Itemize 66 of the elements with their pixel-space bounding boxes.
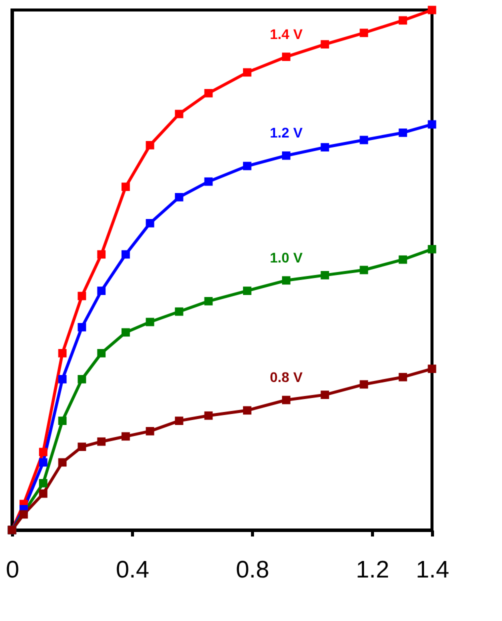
point: [97, 349, 106, 358]
series-label: 1.0 V: [270, 249, 304, 266]
point: [58, 416, 67, 425]
point: [243, 286, 252, 295]
series-label: 1.2 V: [270, 124, 304, 141]
point: [398, 372, 408, 382]
x-tick-label: 0.4: [116, 556, 150, 584]
point: [174, 193, 184, 202]
point: [97, 250, 106, 259]
point: [428, 6, 436, 14]
point: [320, 40, 330, 49]
point: [360, 28, 368, 38]
point: [204, 297, 213, 306]
point: [122, 432, 130, 441]
point: [58, 349, 67, 358]
point: [122, 250, 130, 259]
point: [398, 128, 408, 137]
point: [97, 437, 106, 446]
point: [428, 120, 436, 129]
point: [58, 375, 67, 384]
series-label: 0.8 V: [270, 369, 304, 385]
point: [204, 411, 213, 420]
point: [320, 271, 330, 280]
point: [174, 307, 184, 316]
x-tick-label: 0.8: [236, 556, 270, 584]
point: [174, 110, 184, 118]
point: [243, 68, 252, 77]
point: [282, 276, 290, 285]
point: [39, 448, 48, 456]
point: [78, 323, 86, 332]
point: [428, 245, 436, 254]
point: [146, 219, 154, 228]
point: [282, 151, 290, 160]
point: [204, 177, 213, 186]
point: [122, 182, 130, 191]
point: [122, 328, 130, 337]
point: [78, 375, 86, 384]
point: [146, 318, 154, 326]
point: [97, 286, 106, 295]
point: [428, 364, 436, 373]
series-label: 1.4 V: [270, 26, 304, 42]
point: [20, 510, 28, 519]
x-tick-label: 0: [6, 556, 20, 584]
point: [39, 479, 48, 488]
point: [243, 162, 252, 170]
point: [39, 458, 48, 467]
point: [282, 396, 290, 404]
point: [78, 292, 86, 300]
point: [282, 52, 290, 61]
x-tick-label: 1.2: [356, 556, 390, 584]
point: [58, 458, 67, 467]
point: [39, 489, 48, 498]
point: [360, 266, 368, 274]
point: [78, 442, 86, 451]
point: [320, 390, 330, 399]
point: [320, 143, 330, 152]
point: [146, 427, 154, 436]
point: [360, 136, 368, 144]
point: [398, 16, 408, 25]
point: [398, 255, 408, 264]
point: [243, 406, 252, 415]
point: [174, 416, 184, 425]
point: [146, 141, 154, 150]
point: [204, 89, 213, 98]
point: [360, 380, 368, 389]
x-tick-label: 1.4: [416, 556, 450, 584]
